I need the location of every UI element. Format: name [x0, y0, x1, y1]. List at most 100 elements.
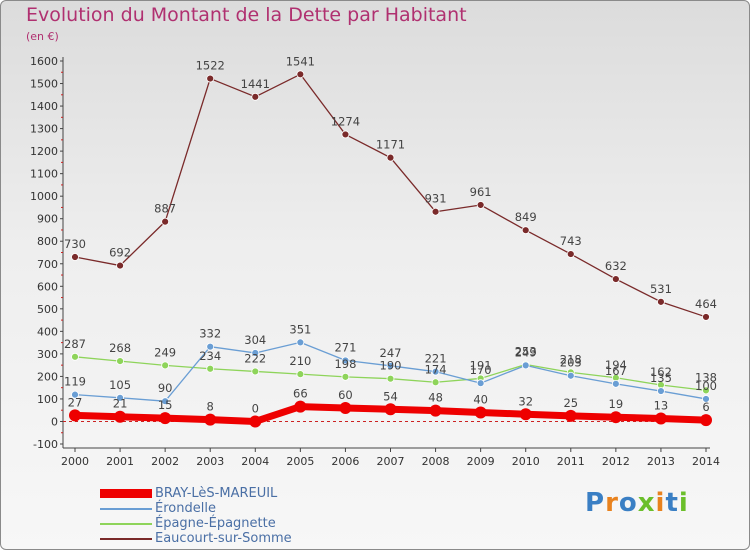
data-label: 249 — [154, 345, 176, 359]
y-tick-label: -100 — [33, 438, 58, 451]
data-point — [296, 70, 305, 79]
data-label: 351 — [289, 322, 311, 336]
data-label: 21 — [113, 397, 128, 411]
data-label: 464 — [695, 297, 717, 311]
data-label: 66 — [293, 387, 308, 401]
data-label: 8 — [207, 400, 214, 414]
x-tick-label: 2004 — [241, 455, 269, 468]
data-label: 162 — [650, 365, 672, 379]
data-label: 19 — [609, 397, 624, 411]
data-point — [429, 404, 442, 417]
logo-letter: i — [678, 488, 689, 518]
x-tick-label: 2007 — [377, 455, 405, 468]
data-label: 253 — [515, 344, 537, 358]
data-point — [386, 374, 395, 383]
data-label: 60 — [338, 388, 353, 402]
data-point — [566, 371, 575, 380]
data-label: 170 — [470, 363, 492, 377]
data-point — [116, 357, 124, 365]
data-point — [431, 207, 440, 216]
y-tick-label: 0 — [51, 415, 58, 428]
y-tick-label: 800 — [37, 235, 58, 248]
x-tick-label: 2010 — [512, 455, 540, 468]
data-point — [521, 361, 530, 370]
data-label: 194 — [605, 358, 627, 372]
data-point — [384, 403, 397, 416]
logo-letter: P — [585, 488, 606, 518]
data-point — [341, 372, 350, 381]
data-point — [161, 217, 170, 226]
data-label: 221 — [425, 352, 447, 366]
data-label: 632 — [605, 259, 627, 273]
data-point — [69, 409, 81, 422]
y-tick-label: 1400 — [30, 100, 58, 113]
data-label: 167 — [605, 364, 627, 378]
data-label: 931 — [425, 192, 447, 206]
y-tick-label: 200 — [37, 370, 58, 383]
data-label: 13 — [654, 399, 669, 413]
data-label: 849 — [515, 210, 537, 224]
data-point — [521, 226, 530, 235]
data-point — [251, 367, 260, 376]
data-point — [564, 409, 577, 422]
data-label: 531 — [650, 282, 672, 296]
data-label: 203 — [560, 356, 582, 370]
legend-label-erondelle: Érondelle — [155, 501, 216, 516]
data-label: 1522 — [196, 59, 225, 73]
data-label: 218 — [560, 352, 582, 366]
data-label: 249 — [515, 345, 537, 359]
data-point — [71, 253, 79, 261]
data-point — [476, 201, 485, 209]
data-point — [339, 401, 352, 414]
data-point — [341, 130, 350, 139]
data-label: 198 — [334, 357, 356, 371]
data-point — [341, 356, 350, 365]
data-label: 887 — [154, 202, 176, 216]
legend-swatch-epagne — [100, 523, 152, 525]
chart-title: Evolution du Montant de la Dette par Hab… — [26, 4, 467, 26]
data-label: 190 — [380, 359, 402, 373]
data-point — [476, 379, 485, 388]
data-point — [657, 387, 665, 395]
data-point — [702, 313, 710, 321]
data-point — [611, 379, 620, 388]
logo-letter: i — [655, 488, 666, 518]
data-label: 105 — [109, 378, 131, 392]
data-point — [114, 410, 127, 423]
data-label: 210 — [289, 354, 311, 368]
data-point — [204, 413, 217, 426]
y-tick-label: 1200 — [30, 145, 58, 158]
y-tick-label: 600 — [37, 280, 58, 293]
x-tick-label: 2002 — [151, 455, 179, 468]
data-label: 692 — [109, 246, 131, 260]
data-label: 268 — [109, 341, 131, 355]
data-label: 100 — [695, 379, 717, 393]
data-label: 961 — [470, 185, 492, 199]
data-label: 174 — [425, 362, 447, 376]
y-tick-label: 1300 — [30, 123, 58, 136]
data-point — [249, 415, 262, 428]
data-point — [206, 364, 215, 373]
y-tick-label: 100 — [37, 393, 58, 406]
legend-label-eaucourt: Eaucourt-sur-Somme — [155, 531, 292, 546]
data-label: 743 — [560, 234, 582, 248]
data-label: 1541 — [286, 54, 315, 68]
data-label: 1441 — [241, 77, 270, 91]
data-point — [116, 393, 124, 402]
x-tick-label: 2000 — [61, 455, 89, 468]
chart-unit-label: (en €) — [26, 30, 59, 43]
x-tick-label: 2006 — [331, 455, 359, 468]
legend-swatch-eaucourt — [100, 538, 152, 540]
data-label: 304 — [244, 333, 266, 347]
x-tick-label: 2001 — [106, 455, 134, 468]
data-point — [71, 390, 79, 399]
data-label: 90 — [158, 381, 173, 395]
y-tick-label: 1000 — [30, 190, 58, 203]
data-label: 6 — [702, 400, 709, 414]
data-point — [654, 412, 667, 425]
data-point — [611, 275, 620, 283]
x-tick-label: 2014 — [692, 455, 720, 468]
logo-letter: o — [618, 488, 638, 518]
